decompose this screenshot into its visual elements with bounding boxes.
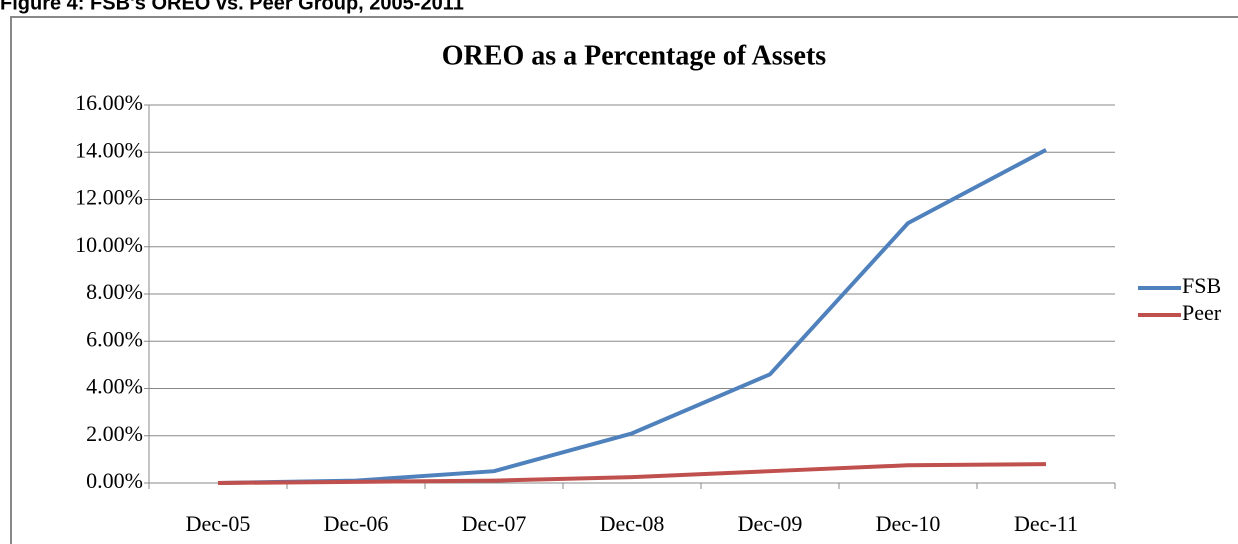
x-tick-label: Dec-10 <box>876 511 941 536</box>
chart-title: OREO as a Percentage of Assets <box>442 40 827 71</box>
x-tick-label: Dec-05 <box>186 511 251 536</box>
chart-frame <box>10 16 1238 544</box>
x-tick-label: Dec-06 <box>324 511 389 536</box>
x-tick-label: Dec-07 <box>462 511 527 536</box>
y-tick-label: 2.00% <box>86 421 143 446</box>
y-tick-label: 0.00% <box>86 468 143 493</box>
y-tick-label: 4.00% <box>86 374 143 399</box>
figure-caption: Figure 4: FSB's OREO vs. Peer Group, 200… <box>0 0 464 14</box>
x-tick-label: Dec-11 <box>1014 511 1078 536</box>
y-tick-label: 14.00% <box>75 137 143 162</box>
y-tick-label: 16.00% <box>75 90 143 115</box>
legend-label: FSB <box>1182 273 1221 298</box>
y-tick-label: 8.00% <box>86 279 143 304</box>
legend-label: Peer <box>1182 300 1222 325</box>
series-line <box>217 462 1047 485</box>
y-tick-label: 10.00% <box>75 232 143 257</box>
x-tick-label: Dec-09 <box>738 511 803 536</box>
y-tick-label: 12.00% <box>75 185 143 210</box>
y-tick-label: 6.00% <box>86 326 143 351</box>
x-tick-label: Dec-08 <box>600 511 665 536</box>
